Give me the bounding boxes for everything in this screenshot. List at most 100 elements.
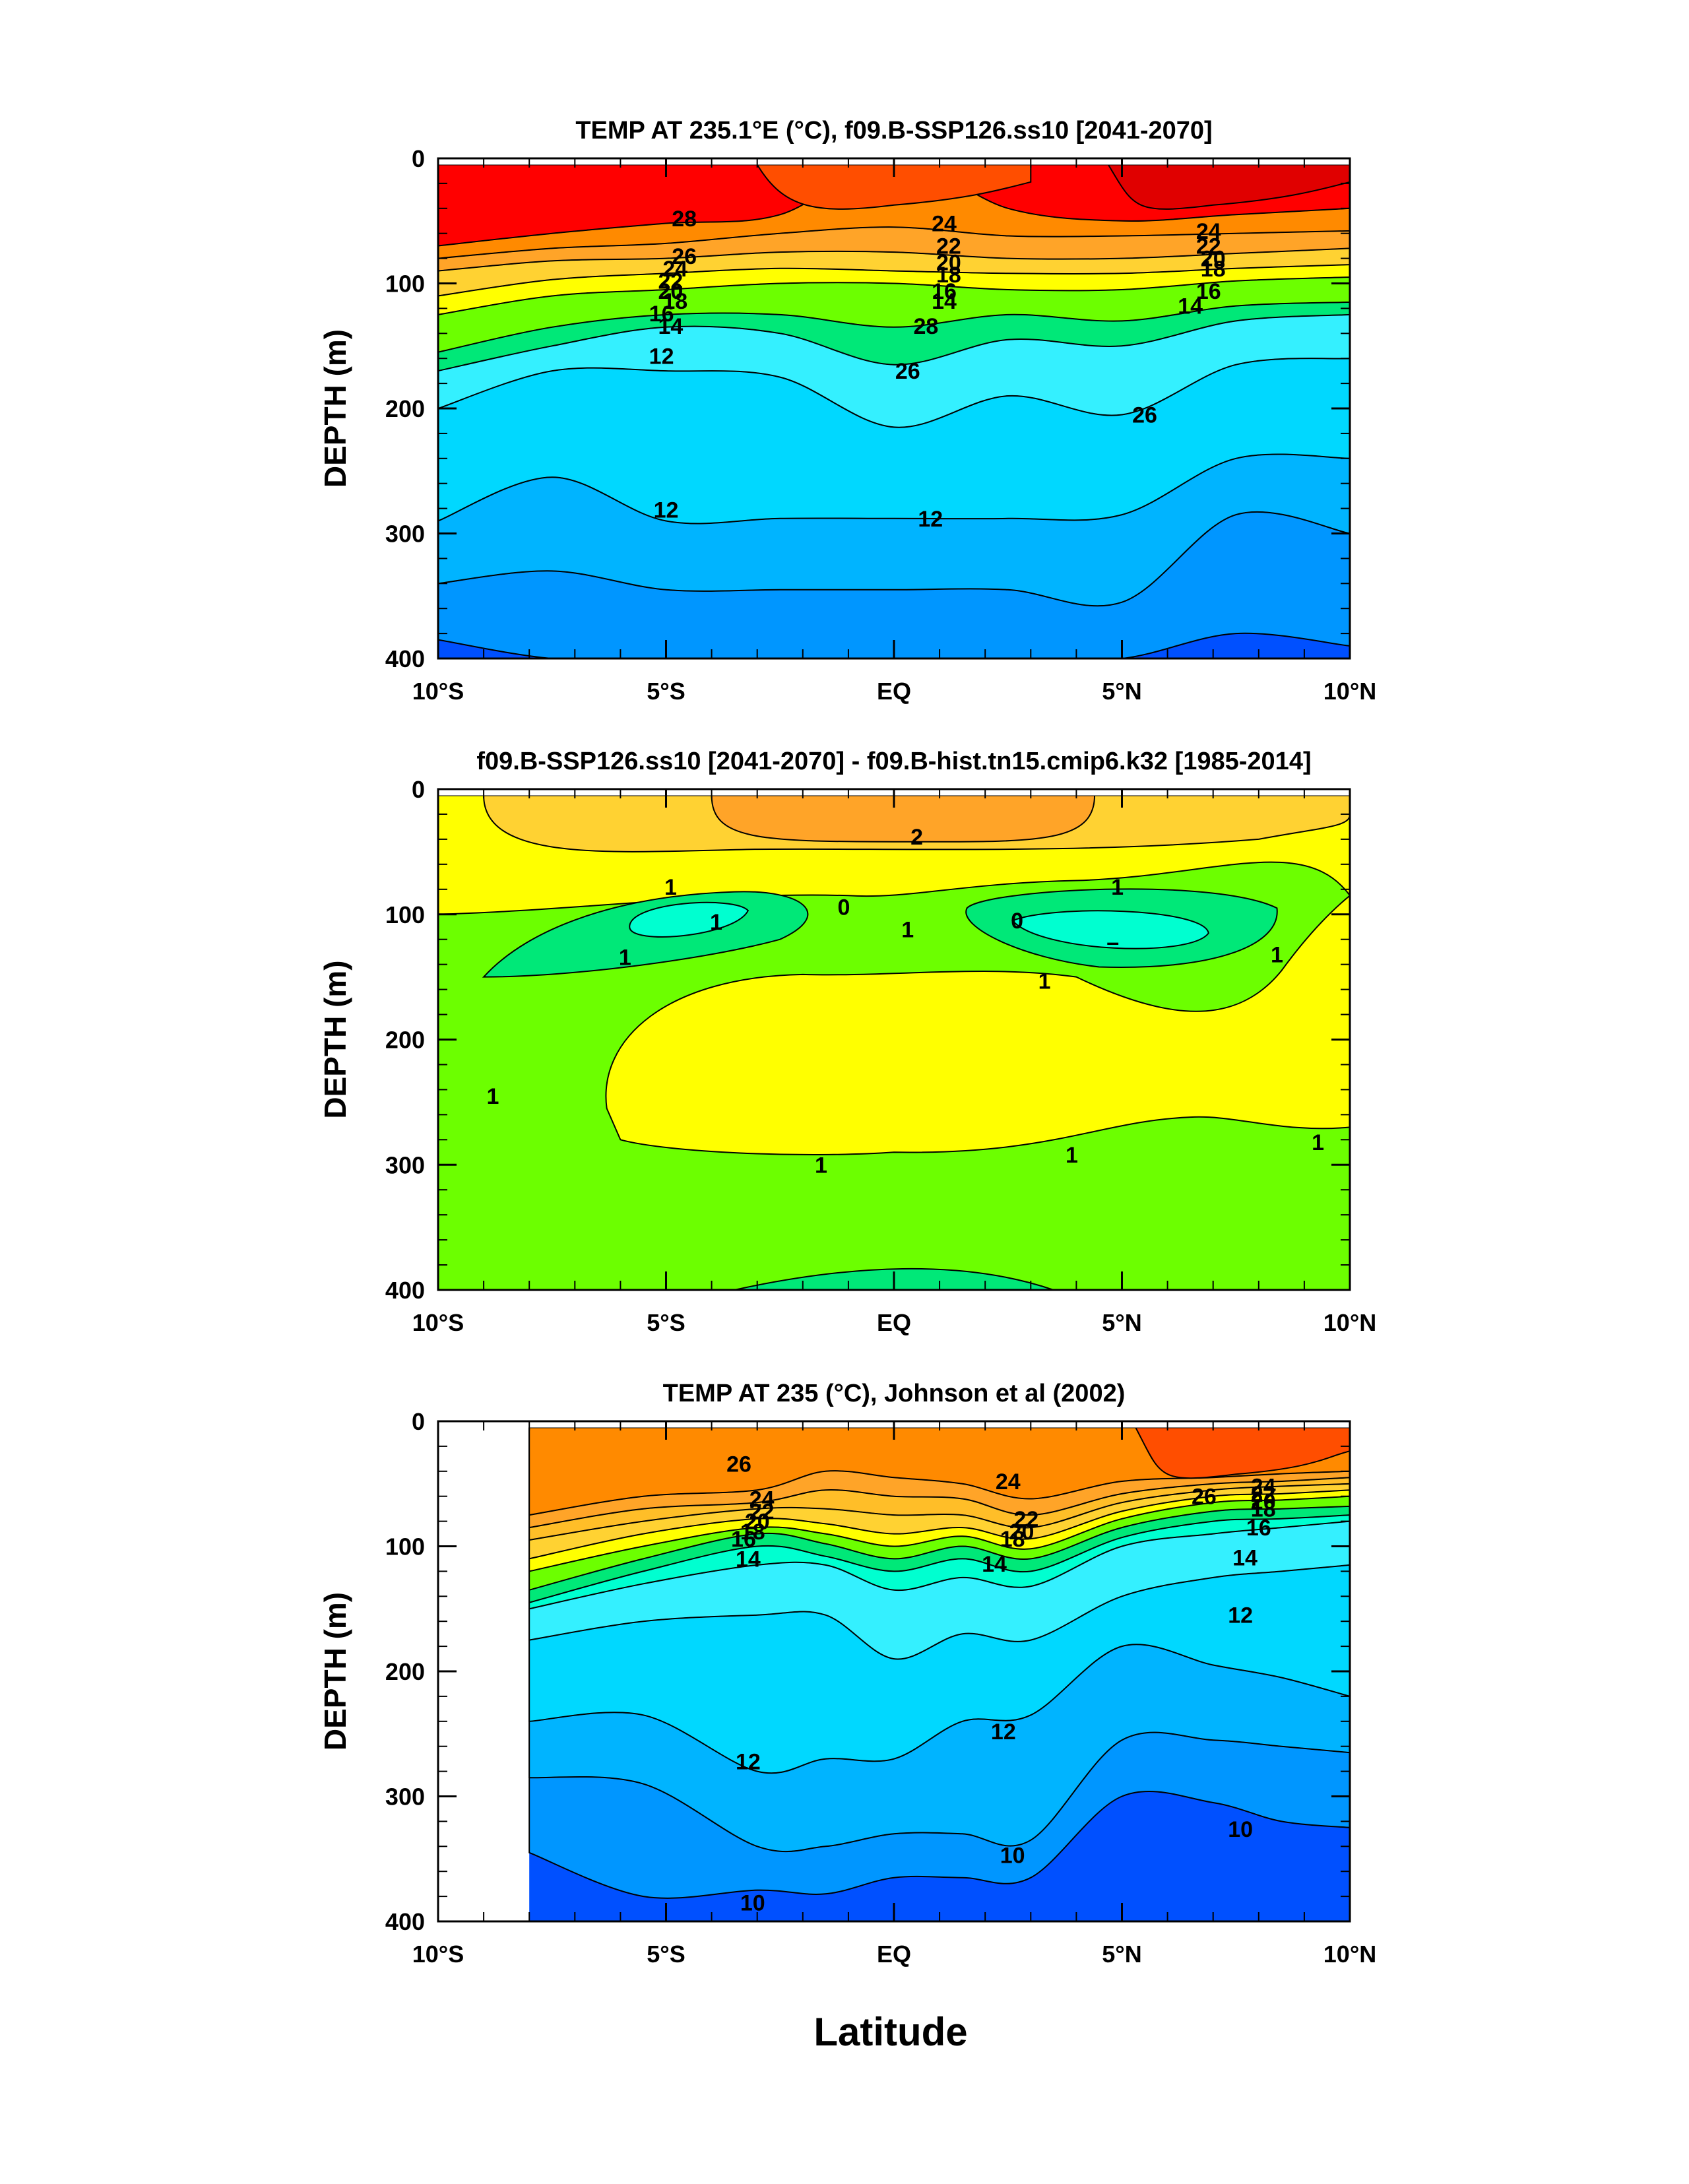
contour-label: 24 [749,1487,775,1512]
contour-line [438,264,1350,297]
contour-label: 12 [918,507,943,532]
contour-label: 20 [1251,1489,1276,1514]
contour-line [529,1470,1350,1516]
panel-title: TEMP AT 235 (°C), Johnson et al (2002) [663,1380,1126,1407]
y-tick-label: 300 [385,1783,425,1811]
contour-label: 28 [913,314,938,339]
y-tick-label: 400 [385,1277,425,1304]
x-tick-label: 5°S [647,1309,685,1336]
contour-label: 24 [662,257,687,282]
contour-label: 18 [1000,1527,1025,1552]
contour-line [529,1514,1350,1603]
contour-label: 0 [1011,909,1023,934]
contour-label: 26 [726,1452,751,1477]
y-tick-label: 200 [385,395,425,422]
y-axis-label: DEPTH (m) [318,960,352,1118]
contour-label: 12 [1228,1603,1253,1628]
contour-label: 16 [1246,1516,1271,1541]
contour-label: 1 [1312,1130,1324,1155]
contour-label: 10 [1000,1844,1025,1869]
contour-label: 1 [1038,969,1051,994]
contour-label: 18 [1201,257,1226,282]
contour-label: 24 [1196,219,1221,244]
x-tick-label: EQ [877,678,911,705]
contour-label: 26 [672,244,697,269]
panel-title: f09.B-SSP126.ss10 [2041-2070] - f09.B-hi… [476,748,1311,775]
contour-label: 12 [991,1719,1016,1745]
contour-label: 18 [740,1520,765,1545]
contour-label: 18 [662,289,687,314]
y-tick-label: 0 [412,145,425,172]
contour-label: 1 [1066,1143,1078,1168]
y-tick-label: 100 [385,1533,425,1560]
y-tick-label: 100 [385,901,425,928]
contour-label: 0 [838,895,850,920]
y-tick-label: 200 [385,1027,425,1054]
x-tick-label: 5°N [1102,1941,1141,1968]
contour-label: 1 [664,875,677,900]
contour-label: 14 [1232,1546,1258,1571]
contour-label: 10 [740,1891,765,1916]
x-tick-label: 10°N [1323,1309,1376,1336]
band-below-0-west [629,901,749,938]
contour-label: 14 [932,289,957,314]
contour-line [438,358,1350,428]
contour-label: 1 [901,918,914,943]
contour-line [529,1477,1350,1528]
y-tick-label: 300 [385,521,425,548]
contour-label: 26 [1132,402,1157,428]
contour-label: 20 [745,1510,770,1535]
contour-line [438,276,1350,315]
contour-line [529,1489,1350,1560]
contour-label: 12 [654,498,679,523]
contour-label: 18 [1251,1497,1276,1522]
contour-label: 1 [1111,875,1124,900]
contour-label: 26 [1192,1485,1217,1510]
contour-label: 22 [749,1499,775,1524]
contour-line [529,1483,1350,1541]
contour-label: 22 [658,269,683,294]
x-tick-label: 10°S [412,678,464,705]
y-tick-label: 300 [385,1151,425,1178]
contour-line [438,247,1350,272]
contour-line [438,453,1350,525]
contour-line [438,511,1350,607]
panel-title: TEMP AT 235.1°E (°C), f09.B-SSP126.ss10 … [575,117,1212,145]
contour-label: 2 [910,825,923,850]
contour-label: 10 [1228,1817,1253,1842]
x-tick-label: EQ [877,1309,911,1336]
band-below-0-east [1011,910,1209,949]
x-tick-label: 10°N [1323,678,1376,705]
y-tick-label: 100 [385,271,425,298]
contour-label: 16 [649,302,674,327]
contour-line [438,302,1350,353]
top-patch-0 [1135,1427,1350,1479]
contour-label: 12 [649,344,674,369]
x-tick-label: 5°N [1102,1309,1141,1336]
top-patch-1 [1107,164,1350,210]
contour-label: 20 [936,250,961,275]
contour-label: 24 [996,1469,1021,1494]
contour-label: 1 [710,910,722,935]
contour-label: 14 [982,1552,1007,1577]
contour-label: 16 [731,1527,756,1552]
y-tick-label: 0 [412,1408,425,1435]
contour-label: 20 [1009,1520,1035,1545]
contour-line [438,164,1350,247]
contour-label: 14 [658,314,683,339]
contour-label: 1 [1271,942,1283,967]
panel-temperature-difference: 2 1 1 0 1 1 0 1 1 1 1 1 1 1 – 0 100 200 300 400 10°S 5°S EQ 5°N… [318,748,1376,1336]
contour-label: 18 [936,263,961,288]
contour-line [529,1644,1350,1774]
band-top [711,795,1096,843]
contour-line [438,314,1350,371]
contour-label: 1 [619,945,631,970]
x-tick-label: EQ [877,1941,911,1968]
contour-label: 20 [1201,247,1226,272]
contour-label: 24 [932,212,957,237]
contour-line [529,1731,1350,1852]
